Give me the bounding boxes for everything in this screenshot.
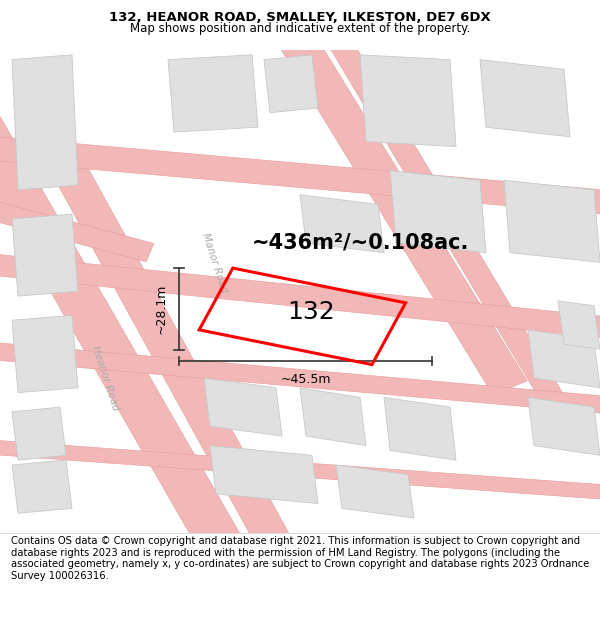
Polygon shape	[0, 195, 154, 262]
Polygon shape	[528, 330, 600, 388]
Polygon shape	[480, 59, 570, 137]
Polygon shape	[300, 388, 366, 446]
Polygon shape	[264, 55, 318, 112]
Polygon shape	[12, 460, 72, 513]
Polygon shape	[0, 252, 600, 341]
Polygon shape	[14, 92, 298, 562]
Polygon shape	[504, 180, 600, 262]
Polygon shape	[319, 22, 563, 402]
Text: 132, HEANOR ROAD, SMALLEY, ILKESTON, DE7 6DX: 132, HEANOR ROAD, SMALLEY, ILKESTON, DE7…	[109, 11, 491, 24]
Polygon shape	[12, 407, 66, 460]
Text: Heanor Road: Heanor Road	[90, 344, 120, 412]
Text: Map shows position and indicative extent of the property.: Map shows position and indicative extent…	[130, 22, 470, 35]
Text: ~436m²/~0.108ac.: ~436m²/~0.108ac.	[251, 233, 469, 253]
Text: ~45.5m: ~45.5m	[280, 373, 331, 386]
Text: ~28.1m: ~28.1m	[155, 284, 168, 334]
Polygon shape	[204, 378, 282, 436]
Text: Manor Road: Manor Road	[200, 231, 229, 294]
Polygon shape	[336, 465, 414, 518]
Polygon shape	[0, 100, 248, 564]
Polygon shape	[0, 439, 600, 501]
Polygon shape	[384, 398, 456, 460]
Polygon shape	[168, 55, 258, 132]
Text: Contains OS data © Crown copyright and database right 2021. This information is : Contains OS data © Crown copyright and d…	[11, 536, 589, 581]
Polygon shape	[360, 55, 456, 146]
Polygon shape	[558, 301, 600, 349]
Polygon shape	[12, 316, 78, 392]
Polygon shape	[390, 171, 486, 252]
Text: 132: 132	[287, 301, 335, 324]
Polygon shape	[12, 214, 78, 296]
Polygon shape	[300, 195, 384, 252]
Polygon shape	[271, 19, 527, 394]
Polygon shape	[0, 134, 600, 216]
Polygon shape	[0, 341, 600, 416]
Polygon shape	[210, 446, 318, 504]
Polygon shape	[12, 55, 78, 190]
Polygon shape	[528, 398, 600, 455]
